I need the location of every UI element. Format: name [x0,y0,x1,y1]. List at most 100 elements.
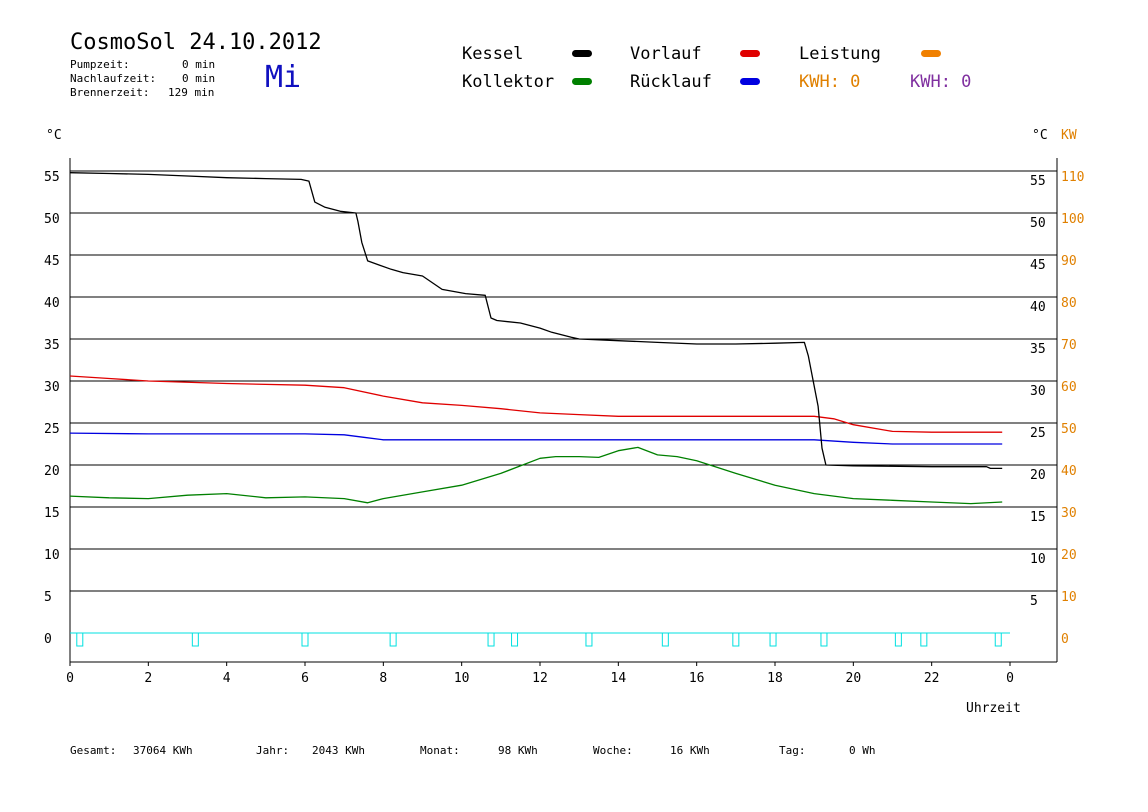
kwh-purple: KWH: 0 [910,72,972,92]
x-tick-label: 0 [1006,671,1014,686]
y-tick-label-right: 5 [1030,594,1038,609]
weekday: Mi [265,60,302,95]
y-tick-label-right: 25 [1030,426,1046,441]
legend-ruecklauf-label: Rücklauf [630,72,712,92]
y-tick-label-kw: 90 [1061,254,1077,269]
y-tick-label-kw: 50 [1061,422,1077,437]
x-tick-label: 12 [532,671,548,686]
pump-event-marker [661,632,669,647]
pump-event-marker [301,632,309,647]
pump-event-marker [389,632,397,647]
legend-ruecklauf-swatch [740,78,760,85]
y-tick-label-left: 40 [44,296,60,311]
y-tick-label-left: 35 [44,338,60,353]
y-tick-label-right: 20 [1030,468,1046,483]
footer-jahr-label: Jahr: [256,744,290,757]
pump-event-marker [511,632,519,647]
pump-event-marker [732,632,740,647]
series-line-vorlauf [69,375,1003,433]
x-tick-label: 14 [611,671,627,686]
y-tick-label-right: 50 [1030,216,1046,231]
y-tick-label-kw: 110 [1061,170,1084,185]
footer-tag-label: Tag: [779,744,806,757]
pump-event-marker [894,632,902,647]
y-tick-label-right: 10 [1030,552,1046,567]
x-tick-label: 4 [223,671,231,686]
y-tick-label-right: 30 [1030,384,1046,399]
series-line-ruecklauf [69,432,1003,445]
footer-gesamt-value: 37064 KWh [133,744,193,757]
x-axis-label: Uhrzeit [966,701,1021,716]
y-tick-label-left: 0 [44,632,52,647]
pump-events [70,632,1010,647]
right-axis-unit: °C [1032,128,1048,143]
kwh-orange: KWH: 0 [799,72,861,92]
series-line-kollektor [69,446,1003,505]
pump-event-marker [994,632,1002,647]
y-tick-label-right: 15 [1030,510,1046,525]
y-tick-label-left: 30 [44,380,60,395]
legend-vorlauf-swatch [740,50,760,57]
y-tick-label-kw: 70 [1061,338,1077,353]
legend-kollektor-swatch [572,78,592,85]
pump-event-marker [920,632,928,647]
x-tick-label: 6 [301,671,309,686]
y-tick-label-left: 50 [44,212,60,227]
x-tick-label: 0 [66,671,74,686]
y-tick-label-kw: 0 [1061,632,1069,647]
y-tick-label-left: 55 [44,170,60,185]
y-tick-label-left: 5 [44,590,52,605]
y-tick-label-left: 45 [44,254,60,269]
x-tick-label: 20 [846,671,862,686]
brenner-time-label: Brennerzeit: [70,86,150,99]
nachlauf-time-label: Nachlaufzeit: [70,72,157,85]
pump-event-marker [820,632,828,647]
brenner-time-value: 129 min [168,86,215,99]
axes: 0510152025303540455055510152025303540455… [44,158,1084,686]
footer-gesamt-label: Gesamt: [70,744,117,757]
footer-monat-label: Monat: [420,744,460,757]
y-tick-label-left: 25 [44,422,60,437]
pump-time-value: 0 min [182,58,216,71]
y-tick-label-right: 35 [1030,342,1046,357]
y-tick-label-kw: 10 [1061,590,1077,605]
y-tick-label-kw: 40 [1061,464,1077,479]
pump-time-label: Pumpzeit: [70,58,130,71]
x-tick-label: 18 [767,671,783,686]
pump-event-marker [487,632,495,647]
left-axis-unit: °C [46,128,62,143]
legend-kollektor-label: Kollektor [462,72,555,92]
nachlauf-time-value: 0 min [182,72,216,85]
y-tick-label-right: 55 [1030,174,1046,189]
grid [70,170,1057,592]
chart-title: CosmoSol 24.10.2012 [70,30,322,55]
y-tick-label-right: 45 [1030,258,1046,273]
y-tick-label-kw: 30 [1061,506,1077,521]
y-tick-label-kw: 100 [1061,212,1084,227]
x-tick-label: 16 [689,671,705,686]
footer-woche-label: Woche: [593,744,633,757]
x-tick-label: 10 [454,671,470,686]
x-tick-label: 2 [144,671,152,686]
pump-event-marker [585,632,593,647]
right-axis-kw-unit: KW [1061,128,1077,143]
x-tick-label: 22 [924,671,940,686]
legend-vorlauf-label: Vorlauf [630,44,702,64]
footer-woche-value: 16 KWh [670,744,710,757]
y-tick-label-left: 15 [44,506,60,521]
footer-monat-value: 98 KWh [498,744,538,757]
legend-kessel-swatch [572,50,592,57]
footer-jahr-value: 2043 KWh [312,744,365,757]
y-tick-label-kw: 80 [1061,296,1077,311]
series-line-kessel [69,172,1003,470]
footer-tag-value: 0 Wh [849,744,876,757]
y-tick-label-left: 20 [44,464,60,479]
legend-leistung-swatch [921,50,941,57]
x-tick-label: 8 [379,671,387,686]
legend-leistung-label: Leistung [799,44,881,64]
y-tick-label-kw: 20 [1061,548,1077,563]
legend-kessel-label: Kessel [462,44,524,64]
pump-event-marker [76,632,84,647]
pump-event-marker [769,632,777,647]
